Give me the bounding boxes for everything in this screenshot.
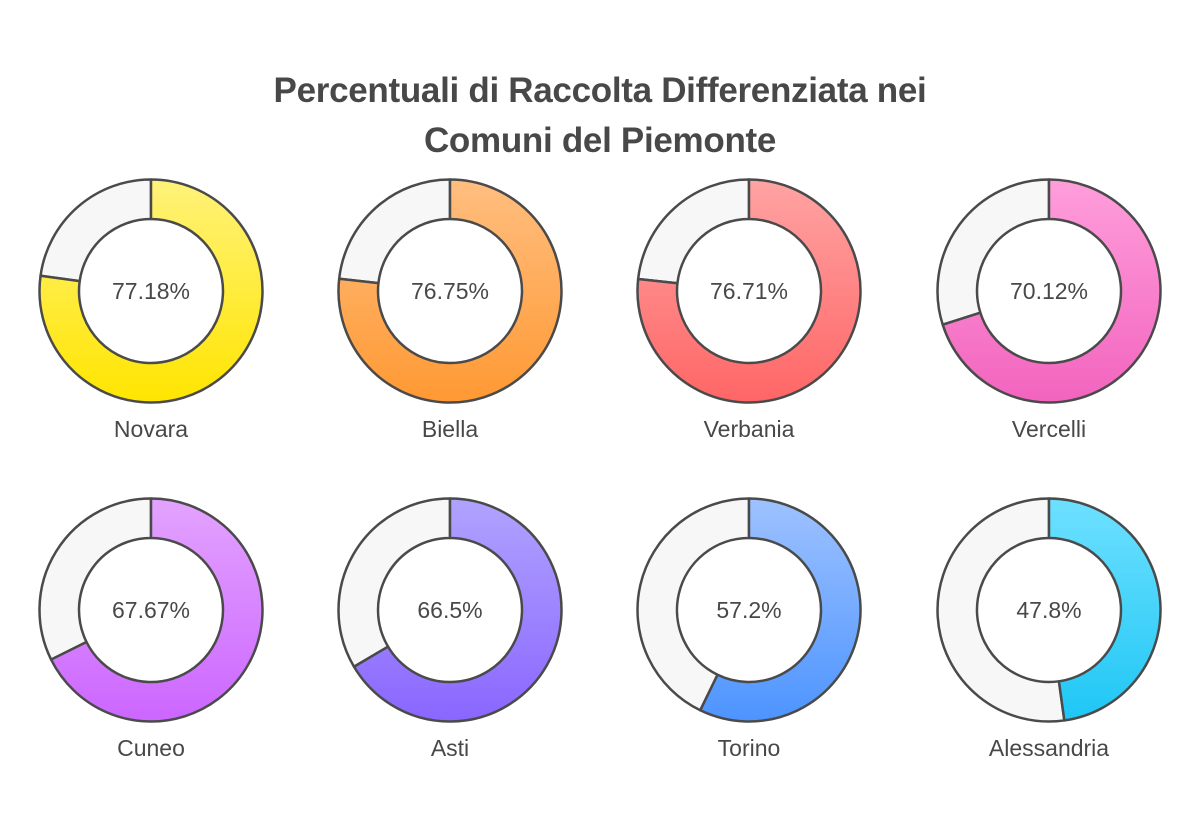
remainder-slice-biella bbox=[337, 178, 452, 285]
value-label-verbania: 76.71% bbox=[710, 278, 788, 304]
value-label-vercelli: 70.12% bbox=[1010, 278, 1088, 304]
remainder-slice-verbania bbox=[636, 178, 751, 285]
category-label-verbania: Verbania bbox=[704, 416, 795, 442]
category-label-asti: Asti bbox=[431, 735, 469, 761]
remainder-slice-torino bbox=[636, 497, 751, 712]
donut-biella: 76.75% Biella bbox=[337, 178, 563, 442]
remainder-slice-cuneo bbox=[38, 497, 153, 661]
donut-verbania: 76.71% Verbania bbox=[636, 178, 862, 442]
value-label-alessandria: 47.8% bbox=[1016, 597, 1081, 623]
category-label-cuneo: Cuneo bbox=[117, 735, 185, 761]
chart-title-line-2: Comuni del Piemonte bbox=[423, 121, 777, 160]
category-label-biella: Biella bbox=[422, 416, 478, 442]
chart-title: Percentuali di Raccolta Differenziata ne… bbox=[0, 66, 1200, 166]
donut-torino: 57.2% Torino bbox=[636, 497, 862, 761]
value-label-asti: 66.5% bbox=[417, 597, 482, 623]
remainder-slice-alessandria bbox=[936, 497, 1066, 723]
value-slice-asti bbox=[352, 497, 563, 723]
value-slice-torino bbox=[699, 497, 862, 723]
remainder-slice-novara bbox=[39, 178, 153, 283]
remainder-slice-asti bbox=[337, 497, 452, 669]
donut-asti: 66.5% Asti bbox=[337, 497, 563, 761]
value-slice-alessandria bbox=[1047, 497, 1162, 722]
value-slice-vercelli bbox=[941, 178, 1162, 404]
donut-novara: 77.18% Novara bbox=[38, 178, 264, 442]
value-slice-verbania bbox=[636, 178, 862, 404]
value-slice-novara bbox=[38, 178, 264, 404]
donut-alessandria: 47.8% Alessandria bbox=[936, 497, 1162, 761]
value-label-biella: 76.75% bbox=[411, 278, 489, 304]
value-label-novara: 77.18% bbox=[112, 278, 190, 304]
value-label-torino: 57.2% bbox=[716, 597, 781, 623]
donut-cuneo: 67.67% Cuneo bbox=[38, 497, 264, 761]
donut-vercelli: 70.12% Vercelli bbox=[936, 178, 1162, 442]
category-label-torino: Torino bbox=[718, 735, 781, 761]
category-label-alessandria: Alessandria bbox=[989, 735, 1109, 761]
value-slice-cuneo bbox=[49, 497, 264, 723]
category-label-vercelli: Vercelli bbox=[1012, 416, 1086, 442]
chart-title-line-1: Percentuali di Raccolta Differenziata ne… bbox=[273, 71, 927, 110]
category-label-novara: Novara bbox=[114, 416, 188, 442]
value-label-cuneo: 67.67% bbox=[112, 597, 190, 623]
value-slice-biella bbox=[337, 178, 563, 404]
